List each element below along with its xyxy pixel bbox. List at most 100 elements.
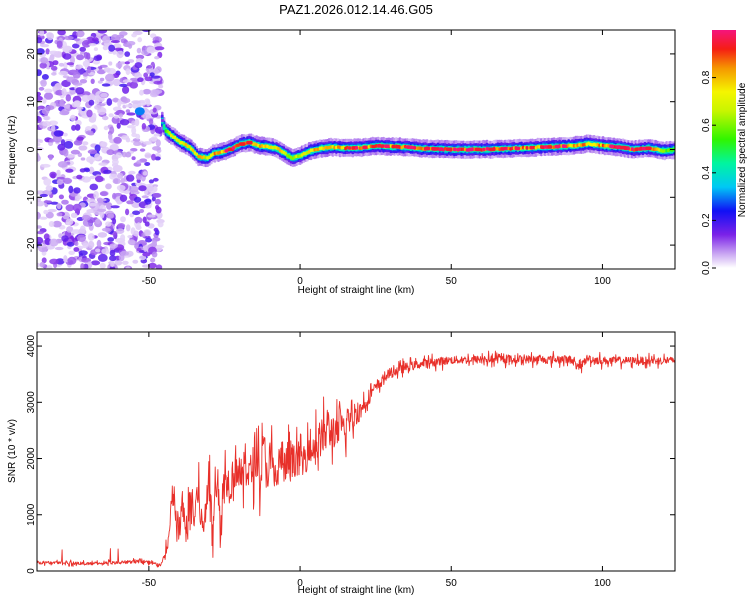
spectrogram-noise-blob bbox=[114, 260, 123, 266]
spectrogram-noise-blob bbox=[62, 53, 72, 60]
spectrogram-noise-blob bbox=[142, 252, 151, 257]
spectrogram-noise-blob bbox=[67, 256, 77, 265]
spectrogram-ridge-core bbox=[456, 147, 461, 152]
x-tick-label: 50 bbox=[446, 276, 458, 287]
spectrogram-ridge bbox=[161, 111, 675, 168]
spectrogram-ridge-core bbox=[554, 144, 561, 149]
spectrogram-noise-blob bbox=[66, 62, 75, 66]
spectrogram-noise-blob bbox=[61, 199, 69, 205]
spectrogram-noise-blob bbox=[132, 259, 139, 264]
spectrogram-noise-blob bbox=[109, 266, 116, 269]
spectrogram-noise bbox=[37, 30, 165, 269]
spectrogram-noise-blob bbox=[100, 141, 108, 147]
spectrogram-noise-blob bbox=[49, 258, 59, 265]
spectrogram-noise-blob bbox=[128, 185, 139, 193]
x-tick-label: 0 bbox=[297, 276, 303, 287]
spectrogram-noise-blob bbox=[106, 98, 113, 106]
spectrogram-noise-blob bbox=[39, 62, 47, 69]
spectrogram-noise-blob bbox=[108, 61, 113, 66]
spectrogram-noise-blob bbox=[136, 160, 142, 165]
spectrogram-noise-blob bbox=[109, 249, 116, 257]
spectrogram-ridge-core bbox=[413, 146, 417, 150]
spectrogram-noise-blob bbox=[124, 51, 131, 57]
spectrogram-noise-blob bbox=[44, 88, 53, 94]
spectrogram-ridge-core bbox=[525, 146, 529, 150]
spectrogram-noise-blob bbox=[64, 104, 71, 109]
spectrogram-noise-blob bbox=[121, 260, 129, 265]
spectrogram-noise-blob bbox=[110, 34, 120, 42]
spectrogram-noise-blob bbox=[81, 214, 91, 221]
spectrogram-noise-blob bbox=[57, 161, 68, 168]
spectrogram-noise-blob bbox=[94, 153, 101, 161]
spectrogram-noise-blob bbox=[56, 169, 61, 176]
spectrogram-noise-blob bbox=[77, 234, 86, 242]
spectrogram-noise-blob bbox=[81, 176, 92, 183]
spectrogram-ridge-core bbox=[362, 145, 368, 150]
spectrogram-ridge-core bbox=[424, 146, 430, 151]
spectrogram-noise-blob bbox=[152, 107, 157, 113]
spectrogram-noise-blob bbox=[112, 218, 117, 225]
spectrogram-noise-blob bbox=[142, 114, 151, 120]
spectrogram-noise-blob bbox=[83, 51, 89, 59]
spectrogram-noise-blob bbox=[75, 65, 82, 70]
spectrogram-noise-blob bbox=[87, 149, 98, 154]
spectrogram-ridge-core bbox=[431, 147, 438, 151]
snr-ylabel: SNR (10 * v/v) bbox=[7, 419, 18, 483]
spectrogram-noise-blob bbox=[125, 68, 131, 75]
spectrogram-ridge-core bbox=[529, 145, 534, 150]
spectrogram-ridge-core bbox=[347, 146, 352, 150]
spectrogram-noise-blob bbox=[106, 202, 113, 210]
spectrogram-ylabel: Frequency (Hz) bbox=[7, 116, 18, 185]
spectrogram-noise-blob bbox=[37, 37, 43, 44]
spectrogram-noise-blob bbox=[117, 99, 122, 108]
spectrogram-noise-blob bbox=[149, 72, 155, 77]
spectrogram-noise-blob bbox=[138, 185, 147, 192]
spectrogram-noise-blob bbox=[37, 48, 45, 55]
spectrogram-noise-blob bbox=[136, 222, 141, 229]
spectrogram-noise-blob bbox=[72, 82, 83, 86]
spectrogram-noise-blob bbox=[51, 124, 56, 132]
spectrogram-noise-blob bbox=[131, 33, 138, 38]
y-tick-label: 20 bbox=[26, 48, 37, 60]
spectrogram-noise-blob bbox=[116, 200, 123, 205]
spectrogram-noise-blob bbox=[139, 148, 146, 152]
spectrogram-ridge-cell bbox=[162, 124, 166, 128]
spectrogram-noise-blob bbox=[95, 248, 101, 253]
spectrogram-noise-blob bbox=[107, 213, 114, 219]
spectrogram-noise-blob bbox=[152, 146, 161, 151]
spectrogram-ridge-core bbox=[355, 146, 359, 150]
spectrogram-noise-blob bbox=[97, 253, 108, 262]
x-tick-label: 100 bbox=[594, 276, 611, 287]
spectrogram-noise-blob bbox=[119, 83, 128, 87]
spectrogram-noise-blob bbox=[51, 72, 57, 76]
spectrogram-ridge-core bbox=[453, 147, 457, 152]
spectrogram-noise-blob bbox=[101, 248, 110, 255]
spectrogram-noise-blob bbox=[53, 130, 64, 137]
spectrogram-noise-blob bbox=[72, 71, 81, 79]
spectrogram-noise-blob bbox=[103, 67, 111, 73]
spectrogram-noise-blob bbox=[66, 76, 76, 83]
spectrogram-noise-blob bbox=[109, 243, 118, 249]
spectrogram-noise-blob bbox=[131, 201, 141, 209]
spectrogram-noise-blob bbox=[124, 104, 134, 108]
spectrogram-noise-blob bbox=[58, 194, 64, 200]
spectrogram-ridge-core bbox=[500, 147, 505, 151]
colorbar-label: Normalized spectral amplitude bbox=[737, 82, 748, 217]
spectrogram-noise-blob bbox=[124, 61, 130, 65]
spectrogram-noise-blob bbox=[87, 65, 92, 74]
spectrogram-noise-blob bbox=[47, 208, 57, 213]
spectrogram-noise-blob bbox=[122, 85, 130, 94]
spectrogram-noise-blob bbox=[39, 216, 48, 220]
spectrogram-noise-blob bbox=[39, 30, 45, 37]
spectrogram-noise-blob bbox=[87, 240, 95, 249]
spectrogram-noise-blob bbox=[117, 172, 124, 179]
spectrogram-noise-blob bbox=[108, 44, 115, 52]
spectrogram-noise-blob bbox=[37, 153, 40, 162]
spectrogram-noise-blob bbox=[121, 151, 127, 158]
spectrogram-noise-blob bbox=[70, 56, 75, 65]
spectrogram-noise-blob bbox=[62, 177, 73, 184]
spectrogram-noise-blob bbox=[43, 209, 49, 215]
colorbar-tick-label: 0.6 bbox=[701, 118, 712, 132]
spectrogram-noise-blob bbox=[46, 32, 54, 41]
